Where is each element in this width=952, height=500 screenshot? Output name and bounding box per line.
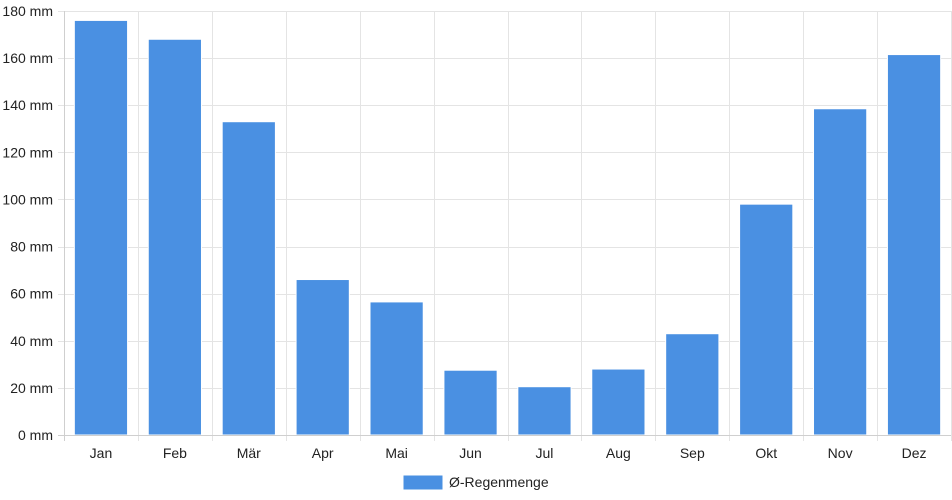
x-tick-label: Feb [163,445,187,461]
x-tick-label: Aug [606,445,631,461]
bar-jun[interactable] [443,369,498,436]
x-tick-label: Nov [828,445,853,461]
bars [73,19,942,436]
y-axis-tick-labels: 0 mm 20 mm 40 mm 60 mm 80 mm 100 mm 120 mm 140 … [2,3,53,443]
bar-nov[interactable] [813,108,868,436]
legend[interactable]: Ø-Regenmenge [402,474,549,491]
y-tick-label: 80 mm [10,239,53,255]
axes [58,11,951,441]
x-tick-label: Jan [90,445,113,461]
bar-jan[interactable] [73,19,129,436]
y-tick-label: 40 mm [10,333,53,349]
x-tick-label: Mär [237,445,261,461]
y-tick-label: 60 mm [10,286,53,302]
bar-mai[interactable] [369,301,424,436]
bar-aug[interactable] [591,368,646,436]
x-tick-label: Mai [385,445,408,461]
y-tick-label: 140 mm [2,97,53,113]
y-tick-label: 100 mm [2,191,53,207]
y-tick-label: 120 mm [2,144,53,160]
legend-swatch-regenmenge[interactable] [402,474,444,491]
legend-label-regenmenge[interactable]: Ø-Regenmenge [449,474,549,490]
bar-feb[interactable] [147,38,202,436]
x-axis-tick-labels: Jan Feb Mär Apr Mai Jun Jul Aug Sep Okt Nov Dez [90,445,927,461]
x-tick-label: Apr [312,445,334,461]
bar-sep[interactable] [665,333,720,436]
bar-apr[interactable] [295,279,350,436]
bar-jul[interactable] [517,386,572,436]
bar-dez[interactable] [886,54,942,436]
x-tick-label: Sep [680,445,705,461]
x-tick-label: Dez [902,445,927,461]
y-tick-label: 160 mm [2,50,53,66]
y-tick-label: 180 mm [2,3,53,19]
x-tick-label: Jun [459,445,482,461]
x-tick-label: Okt [755,445,777,461]
y-tick-label: 0 mm [18,427,53,443]
y-tick-label: 20 mm [10,380,53,396]
bar-okt[interactable] [739,203,794,436]
bar-mär[interactable] [221,121,276,436]
x-tick-label: Jul [536,445,554,461]
